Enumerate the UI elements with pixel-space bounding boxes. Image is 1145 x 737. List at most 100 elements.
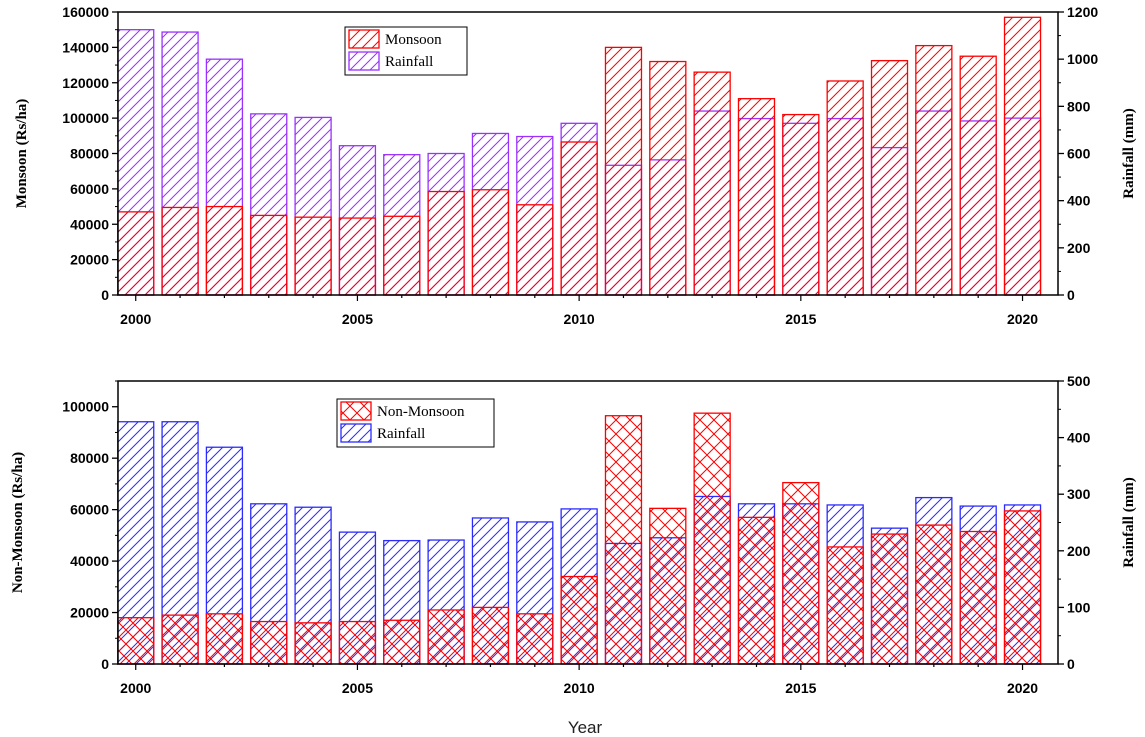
y-axis-right: 0 100 200 300 400 500 bbox=[1058, 373, 1091, 672]
x-tick-label: 2010 bbox=[564, 311, 595, 327]
y-left-tick-label: 160000 bbox=[62, 4, 109, 20]
y-axis-right: 0 200 400 600 800 1000 1200 bbox=[1058, 4, 1098, 303]
bar-monsoon-2009 bbox=[516, 204, 554, 296]
y-left-tick-label: 20000 bbox=[70, 252, 109, 268]
y-left-tick-label: 140000 bbox=[62, 39, 109, 55]
y-right-tick-label: 300 bbox=[1067, 486, 1091, 502]
x-tick-label: 2020 bbox=[1007, 311, 1038, 327]
y-axis-left: 0 20000 40000 60000 80000 100000 120000 140000 1… bbox=[62, 4, 118, 303]
x-tick-label: 2015 bbox=[785, 311, 816, 327]
legend-entry: Non-Monsoon bbox=[377, 404, 465, 420]
y-left-tick-label: 40000 bbox=[70, 553, 109, 569]
y-axis-left: 0 20000 40000 60000 80000 100000 bbox=[62, 380, 118, 672]
bar-non-monsoon-2008 bbox=[471, 606, 510, 665]
x-axis-title: Year bbox=[568, 718, 603, 737]
bar-monsoon-2007 bbox=[427, 190, 465, 296]
y-left-tick-label: 0 bbox=[101, 656, 109, 672]
y-left-tick-label: 40000 bbox=[70, 216, 109, 232]
y-left-tick-label: 20000 bbox=[70, 605, 109, 621]
bar-monsoon-2013 bbox=[693, 71, 731, 296]
legend: Monsoon Rainfall bbox=[344, 26, 468, 76]
y-right-tick-label: 200 bbox=[1067, 543, 1091, 559]
bar-non-monsoon-2019 bbox=[959, 530, 997, 665]
legend-swatch bbox=[348, 51, 380, 71]
bar-monsoon-2010 bbox=[560, 141, 598, 296]
bar-monsoon-2015 bbox=[782, 113, 820, 296]
y-left-tick-label: 0 bbox=[101, 287, 109, 303]
y-right-tick-label: 400 bbox=[1067, 193, 1091, 209]
bars bbox=[117, 16, 1042, 296]
bar-monsoon-2002 bbox=[205, 205, 244, 296]
bar-monsoon-2011 bbox=[604, 46, 643, 296]
bars bbox=[117, 412, 1042, 665]
bar-non-monsoon-2006 bbox=[383, 619, 421, 665]
bar-monsoon-2005 bbox=[338, 217, 377, 296]
y-right-tick-label: 600 bbox=[1067, 146, 1091, 162]
legend-entry: Rainfall bbox=[377, 426, 425, 442]
bar-non-monsoon-2007 bbox=[427, 609, 465, 665]
bar-non-monsoon-2005 bbox=[338, 620, 377, 665]
bar-monsoon-2001 bbox=[161, 206, 199, 296]
y-right-tick-label: 0 bbox=[1067, 656, 1075, 672]
bar-monsoon-2016 bbox=[826, 80, 864, 296]
bar-monsoon-2020 bbox=[1003, 16, 1042, 296]
bar-non-monsoon-2017 bbox=[870, 533, 909, 665]
y-right-tick-label: 800 bbox=[1067, 98, 1091, 114]
y-right-axis-title: Rainfall (mm) bbox=[1121, 477, 1137, 567]
bar-non-monsoon-2018 bbox=[915, 524, 953, 665]
legend-swatch bbox=[348, 29, 380, 49]
bar-monsoon-2000 bbox=[117, 211, 155, 296]
y-left-tick-label: 80000 bbox=[70, 450, 109, 466]
x-tick-label: 2005 bbox=[342, 680, 373, 696]
legend-entry: Rainfall bbox=[385, 54, 433, 70]
x-tick-label: 2000 bbox=[120, 680, 151, 696]
y-left-tick-label: 60000 bbox=[70, 181, 109, 197]
bar-non-monsoon-2015 bbox=[782, 481, 820, 665]
bar-non-monsoon-2009 bbox=[516, 613, 554, 665]
y-left-tick-label: 80000 bbox=[70, 146, 109, 162]
bar-monsoon-2012 bbox=[649, 60, 687, 296]
bar-monsoon-2014 bbox=[737, 98, 776, 296]
legend-swatch bbox=[340, 401, 372, 421]
x-tick-label: 2015 bbox=[785, 680, 816, 696]
bar-non-monsoon-2016 bbox=[826, 546, 864, 665]
x-tick-label: 2010 bbox=[564, 680, 595, 696]
y-right-axis-title: Rainfall (mm) bbox=[1121, 108, 1137, 198]
bar-non-monsoon-2002 bbox=[205, 613, 244, 665]
y-right-tick-label: 100 bbox=[1067, 599, 1091, 615]
bar-non-monsoon-2011 bbox=[604, 415, 643, 665]
x-tick-label: 2005 bbox=[342, 311, 373, 327]
x-axis: 2000 2005 2010 2015 2020 bbox=[120, 664, 1038, 696]
bar-non-monsoon-2012 bbox=[649, 507, 687, 665]
y-right-tick-label: 0 bbox=[1067, 287, 1075, 303]
y-left-tick-label: 120000 bbox=[62, 75, 109, 91]
bar-monsoon-2008 bbox=[471, 189, 510, 296]
y-right-tick-label: 1000 bbox=[1067, 51, 1098, 67]
bar-non-monsoon-2014 bbox=[737, 516, 776, 665]
bar-monsoon-2006 bbox=[383, 215, 421, 296]
y-left-tick-label: 100000 bbox=[62, 399, 109, 415]
non-monsoon-chart: 0 20000 40000 60000 80000 100000 0 100 200 300 400… bbox=[10, 373, 1137, 696]
bar-monsoon-2004 bbox=[294, 216, 332, 296]
y-left-tick-label: 60000 bbox=[70, 502, 109, 518]
monsoon-chart: 0200004000060000800001000001200001400001… bbox=[14, 4, 1137, 327]
x-axis: 2000 2005 2010 2015 2020 bbox=[120, 295, 1038, 327]
y-left-tick-label: 100000 bbox=[62, 110, 109, 126]
y-left-axis-title: Monsoon (Rs/ha) bbox=[14, 99, 30, 209]
y-right-tick-label: 200 bbox=[1067, 240, 1091, 256]
y-right-tick-label: 1200 bbox=[1067, 4, 1098, 20]
y-right-tick-label: 400 bbox=[1067, 430, 1091, 446]
bar-non-monsoon-2004 bbox=[294, 622, 332, 665]
x-tick-label: 2020 bbox=[1007, 680, 1038, 696]
bar-monsoon-2018 bbox=[915, 44, 953, 296]
bar-monsoon-2017 bbox=[870, 59, 909, 296]
x-tick-label: 2000 bbox=[120, 311, 151, 327]
bar-monsoon-2019 bbox=[959, 55, 997, 296]
bar-non-monsoon-2020 bbox=[1003, 510, 1042, 665]
y-right-tick-label: 500 bbox=[1067, 373, 1091, 389]
bar-monsoon-2003 bbox=[250, 214, 288, 296]
bar-non-monsoon-2003 bbox=[250, 620, 288, 665]
y-left-axis-title: Non-Monsoon (Rs/ha) bbox=[10, 452, 26, 593]
bar-non-monsoon-2000 bbox=[117, 617, 155, 665]
